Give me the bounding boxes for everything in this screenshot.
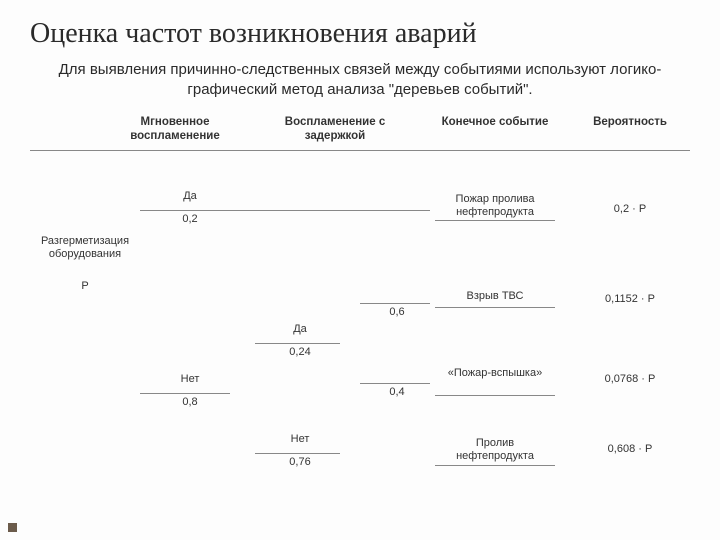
outcome4-rule [435,465,555,466]
event-tree-diagram: Мгновенное воспламенение Воспламенение с… [30,115,690,495]
branch1-line [140,210,230,211]
root-label: Разгерметизация оборудования [30,235,140,261]
outcome1-prob: 0,2 · P [585,203,675,216]
header-rule [30,150,690,151]
o1-connector [230,210,430,211]
header-col4: Вероятность [580,115,680,129]
slide-bullet-decoration [8,523,17,532]
root-prob: P [70,280,100,293]
outcome1-label: Пожар пролива нефтепродукта [440,193,550,219]
branch1-label: Да [170,190,210,203]
branch4-line [255,453,340,454]
branch2-value: 0,8 [170,396,210,409]
header-col2: Воспламенение с задержкой [265,115,405,144]
branch4-label: Нет [280,433,320,446]
header-col1: Мгновенное воспламенение [110,115,240,144]
outcome4-prob: 0,608 · P [580,443,680,456]
branch2-line [140,393,230,394]
branch5-line [360,303,430,304]
branch2-label: Нет [170,373,210,386]
slide-subtitle: Для выявления причинно-следственных связ… [50,60,670,101]
outcome4-label: Пролив нефтепродукта [440,437,550,463]
header-col3: Конечное событие [440,115,550,129]
outcome2-label: Взрыв ТВС [440,290,550,303]
branch3-label: Да [280,323,320,336]
branch3-value: 0,24 [278,346,322,359]
outcome1-rule [435,220,555,221]
outcome3-rule [435,395,555,396]
branch6-line [360,383,430,384]
outcome2-prob: 0,1152 · P [580,293,680,306]
slide-title: Оценка частот возникновения аварий [30,18,690,50]
branch6-value: 0,4 [380,386,414,399]
outcome3-label: «Пожар-вспышка» [440,367,550,380]
outcome2-rule [435,307,555,308]
branch3-line [255,343,340,344]
outcome3-prob: 0,0768 · P [580,373,680,386]
branch5-value: 0,6 [380,306,414,319]
branch4-value: 0,76 [278,456,322,469]
branch1-value: 0,2 [170,213,210,226]
